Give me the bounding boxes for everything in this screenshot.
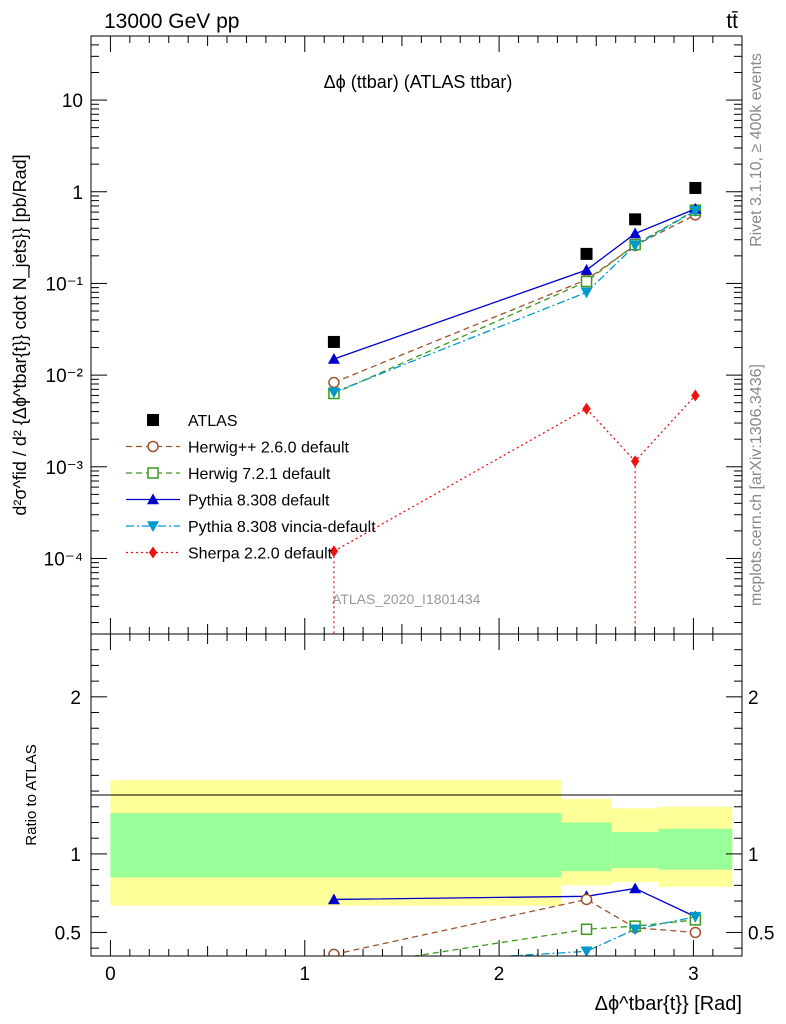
ratio-y-tick-label: 1 [70, 845, 81, 866]
band-green-1 [561, 822, 612, 872]
data-point-4-3 [689, 205, 702, 217]
data-point-3-1 [580, 264, 593, 275]
data-point-4-0 [327, 387, 340, 399]
ratio-y-tick-label-right: 1 [748, 845, 759, 866]
x-tick-label: 0 [105, 964, 116, 985]
ratio-y-tick-label-right: 2 [748, 688, 759, 709]
legend: ATLAS Herwig++ 2.6.0 default Herwig 7.2.1 … [126, 413, 376, 563]
analysis-watermark: ATLAS_2020_I1801434 [332, 591, 481, 607]
legend-marker-1 [147, 440, 159, 453]
ratio-line-3 [500, 916, 696, 956]
ratio-point-3-1 [580, 946, 593, 956]
ratio-line-1 [333, 898, 696, 956]
legend-label-4: Pythia 8.308 vincia-default [188, 519, 376, 536]
x-axis-title: Δϕ^tbar{t}} [Rad] [595, 993, 742, 1015]
ratio-line-0 [333, 887, 696, 918]
ratio-line-2 [410, 919, 696, 956]
data-point-0-0 [327, 335, 340, 348]
main-frame [90, 35, 743, 635]
ratio-y-tick-label: 2 [70, 688, 81, 709]
y-tick-label: 10⁻⁴ [44, 549, 83, 570]
ratio-uncertainty-bands [110, 780, 733, 906]
legend-marker-4 [147, 521, 159, 532]
ratio-data-layer [327, 882, 702, 956]
data-point-4-2 [629, 240, 642, 252]
energy-label: 13000 GeV pp [104, 10, 239, 33]
legend-marker-5 [148, 546, 158, 559]
ratio-point-3-2 [629, 924, 642, 936]
data-point-1-0 [328, 376, 340, 389]
x-tick-label: 1 [299, 964, 310, 985]
process-label: tt̄ [726, 10, 738, 33]
ratio-point-1-3 [689, 926, 702, 939]
data-point-0-3 [689, 181, 702, 194]
x-tick-label: 3 [688, 964, 699, 985]
legend-label-3: Pythia 8.308 default [188, 493, 330, 510]
band-green-0 [110, 813, 562, 878]
ratio-y-tick-label: 0.5 [55, 923, 81, 944]
legend-marker-0 [147, 414, 159, 426]
legend-label-2: Herwig 7.2.1 default [188, 466, 331, 483]
legend-marker-3 [147, 493, 159, 505]
rivet-version-label: Rivet 3.1.10, ≥ 400k events [748, 53, 765, 247]
ratio-series-group [327, 882, 702, 956]
y-tick-label: 1 [72, 183, 83, 204]
data-point-5-1 [582, 402, 591, 415]
series-line-3 [333, 208, 696, 360]
data-point-3-0 [327, 352, 340, 364]
legend-label-0: ATLAS [188, 413, 238, 430]
series-line-2 [333, 209, 696, 395]
main-data-layer [327, 181, 702, 634]
series-line-4 [333, 210, 696, 393]
y-tick-label: 10⁻¹ [46, 274, 84, 295]
data-point-0-2 [629, 213, 642, 226]
y-tick-label: 10 [62, 91, 83, 112]
band-green-2 [611, 831, 659, 869]
main-axes: 10⁻⁴ 10⁻³ 10⁻² 10⁻¹ 1 10 [44, 35, 742, 634]
ratio-point-0-0 [327, 893, 340, 905]
data-point-3-2 [629, 227, 642, 239]
ratio-frame [90, 633, 743, 957]
ratio-y-tick-label-right: 0.5 [748, 923, 774, 944]
x-tick-label: 2 [494, 964, 505, 985]
ratio-point-3-3 [689, 911, 702, 923]
y-tick-label: 10⁻³ [46, 458, 84, 479]
legend-label-1: Herwig++ 2.6.0 default [188, 440, 350, 457]
series-line-5 [333, 395, 696, 552]
ratio-point-2-1 [580, 923, 593, 936]
ratio-y-axis-title: Ratio to ATLAS [23, 744, 40, 845]
data-point-5-3 [691, 389, 700, 402]
mcplots-label: mcplots.cern.ch [arXiv:1306.3436] [748, 364, 765, 606]
plot-title: Δϕ (ttbar) (ATLAS ttbar) [324, 72, 513, 92]
y-tick-label: 10⁻² [46, 366, 84, 387]
series-line-1 [333, 214, 696, 384]
data-point-0-1 [580, 247, 593, 260]
ratio-point-1-0 [328, 948, 340, 956]
main-y-axis-title: d²σ^fid / d² {Δϕ^tbar{t}} cdot N_jets}} … [10, 154, 31, 515]
legend-marker-2 [147, 467, 159, 479]
band-green-3 [658, 828, 733, 870]
ratio-plot-panel: 0.5 0.5 1 1 2 2 0 1 2 3 [55, 633, 774, 985]
ratio-axes: 0.5 0.5 1 1 2 2 0 1 2 3 [55, 634, 774, 985]
legend-label-5: Sherpa 2.2.0 default [188, 546, 333, 563]
data-point-4-1 [580, 287, 593, 299]
data-point-2-1 [580, 275, 593, 288]
main-plot-panel: 10⁻⁴ 10⁻³ 10⁻² 10⁻¹ 1 10 [44, 35, 743, 635]
ratio-point-0-2 [629, 882, 642, 894]
ratio-point-1-1 [580, 893, 593, 906]
